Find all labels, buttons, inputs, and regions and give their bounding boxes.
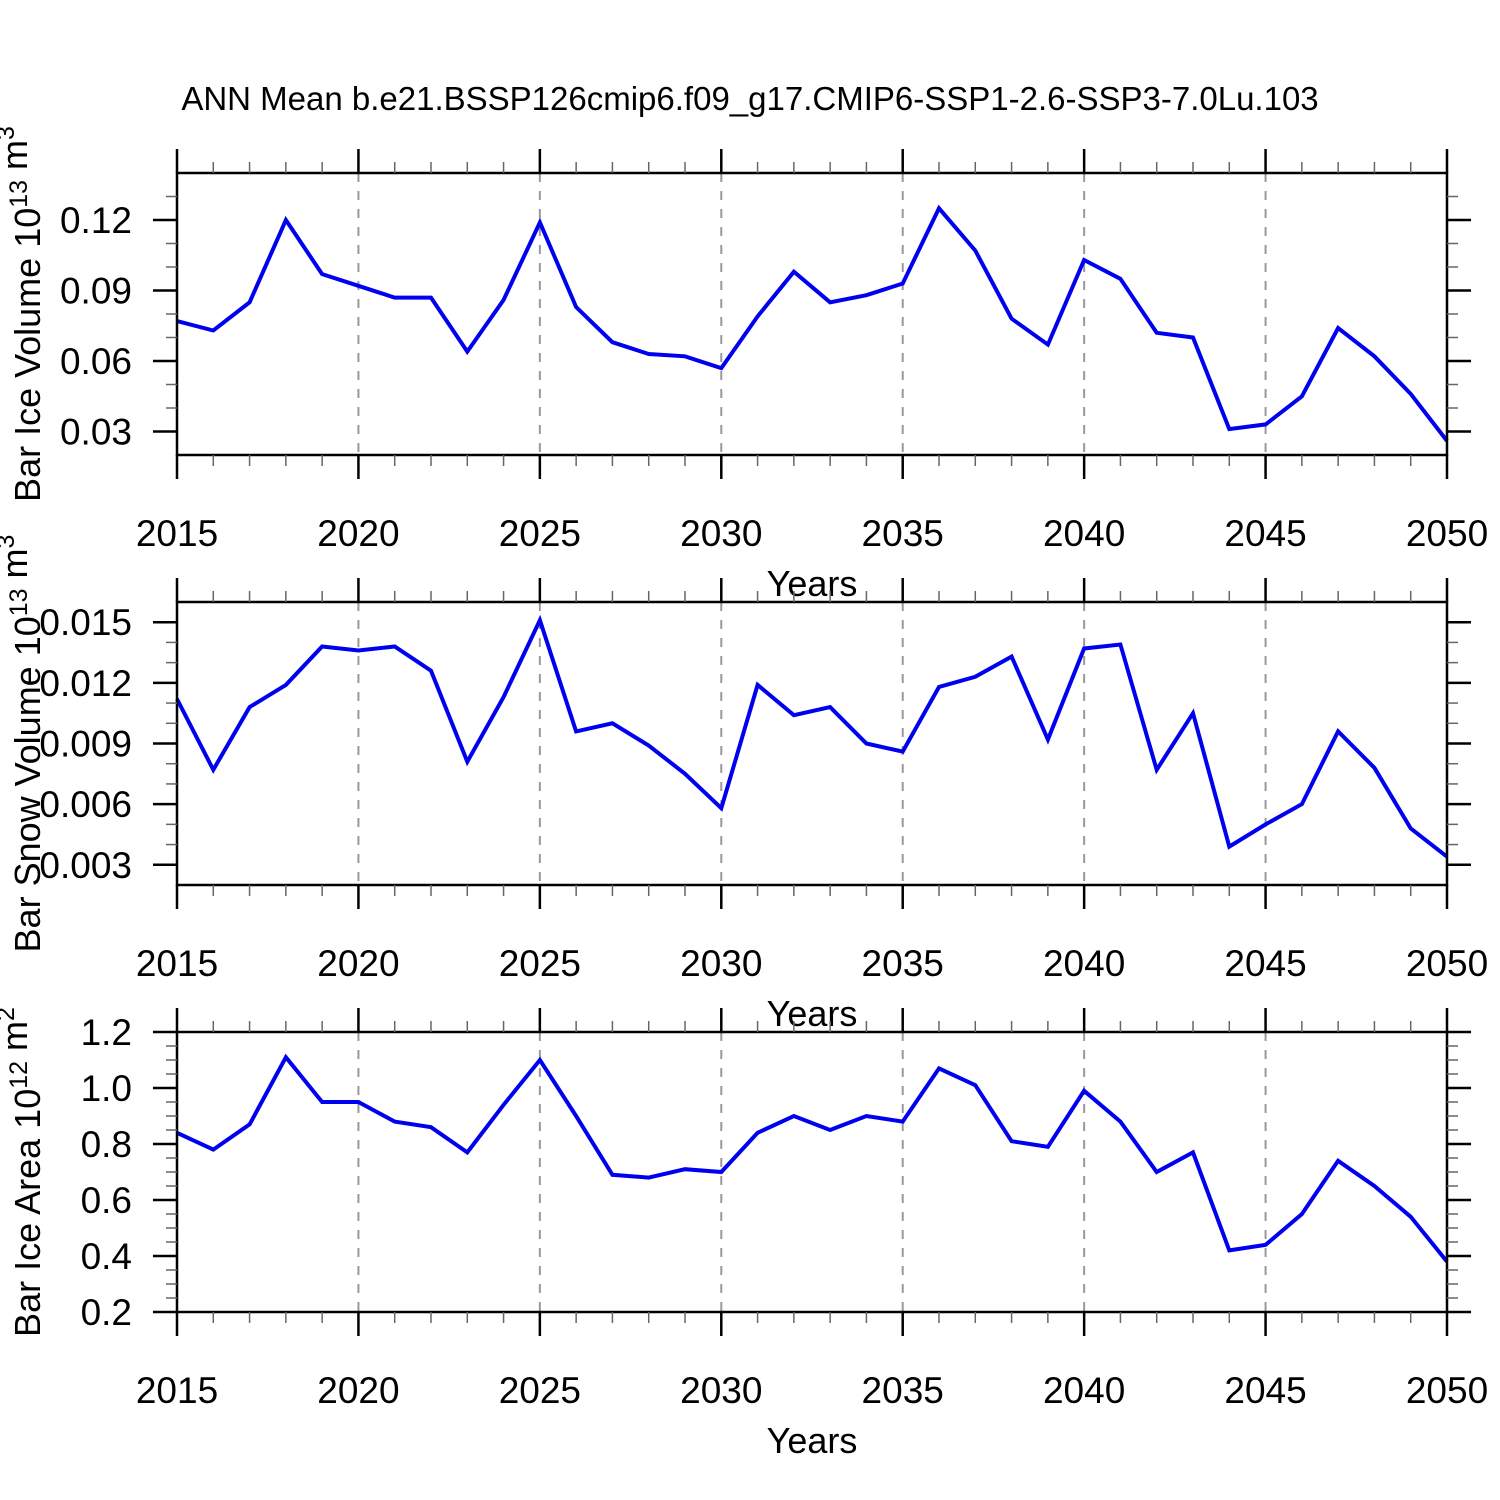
y-tick-label: 0.03: [60, 412, 132, 453]
x-tick-label: 2035: [862, 513, 944, 554]
y-tick-label: 0.8: [81, 1124, 132, 1165]
y-tick-label: 0.006: [39, 784, 132, 825]
y-tick-label: 0.4: [81, 1236, 132, 1277]
panel-bar-ice-area: 2015 2020 2025 2030 2035 2040 2045 2050 0.2 0.4 0.…: [0, 1007, 1488, 1461]
x-tick-label: 2015: [136, 943, 218, 984]
x-tick-label: 2030: [680, 943, 762, 984]
y-tick-label: 0.003: [39, 845, 132, 886]
plot-frame: [175, 171, 1449, 457]
x-tick-label: 2020: [317, 513, 399, 554]
x-tick-label: 2050: [1406, 943, 1488, 984]
plot-frame: [175, 600, 1449, 887]
x-axis-title: Years: [767, 563, 858, 604]
y-axis-title: Bar Ice Volume 1013 m3: [0, 126, 48, 502]
y-tick-label: 1.0: [81, 1068, 132, 1109]
y-tick-label: 0.06: [60, 341, 132, 382]
panel-bar-ice-volume: 2015 2020 2025 2030 2035 2040 2045 2050 0.03 0.06…: [0, 126, 1488, 604]
series-line-bar-snow-volume: [175, 614, 1449, 859]
x-tick-label: 2045: [1224, 943, 1306, 984]
series-line-bar-ice-volume: [176, 204, 1449, 443]
x-tick-label: 2015: [136, 1370, 218, 1411]
y-axis-title: Bar Snow Volume 1013 m3: [0, 535, 48, 953]
x-axis-title: Years: [767, 1420, 858, 1461]
x-tick-label: 2025: [499, 1370, 581, 1411]
series-line-bar-ice-area: [176, 1053, 1449, 1263]
x-tick-label: 2040: [1043, 1370, 1125, 1411]
y-tick-label: 0.012: [39, 663, 132, 704]
y-tick-label: 0.09: [60, 271, 132, 312]
x-tick-label: 2045: [1224, 513, 1306, 554]
x-tick-label: 2050: [1406, 513, 1488, 554]
y-tick-label: 0.015: [39, 602, 132, 643]
y-tick-label: 0.2: [81, 1292, 132, 1333]
x-tick-label: 2050: [1406, 1370, 1488, 1411]
x-tick-label: 2030: [680, 513, 762, 554]
x-tick-label: 2040: [1043, 513, 1125, 554]
x-tick-label: 2030: [680, 1370, 762, 1411]
panel-bar-snow-volume: 2015 2020 2025 2030 2035 2040 2045 2050 0.003 0.0…: [0, 535, 1488, 1034]
x-tick-label: 2040: [1043, 943, 1125, 984]
y-tick-label: 0.009: [39, 724, 132, 765]
x-tick-label: 2020: [317, 1370, 399, 1411]
x-tick-label: 2025: [499, 943, 581, 984]
x-axis-title: Years: [767, 993, 858, 1034]
x-tick-label: 2035: [862, 943, 944, 984]
y-axis-title: Bar Ice Area 1012 m2: [0, 1007, 48, 1337]
y-tick-label: 0.12: [60, 200, 132, 241]
y-tick-label: 1.2: [81, 1012, 132, 1053]
x-tick-label: 2025: [499, 513, 581, 554]
plot-frame: [175, 1030, 1449, 1314]
x-tick-label: 2035: [862, 1370, 944, 1411]
figure-title: ANN Mean b.e21.BSSP126cmip6.f09_g17.CMIP…: [181, 80, 1319, 117]
x-tick-label: 2020: [317, 943, 399, 984]
x-tick-label: 2015: [136, 513, 218, 554]
y-tick-label: 0.6: [81, 1180, 132, 1221]
x-tick-label: 2045: [1224, 1370, 1306, 1411]
